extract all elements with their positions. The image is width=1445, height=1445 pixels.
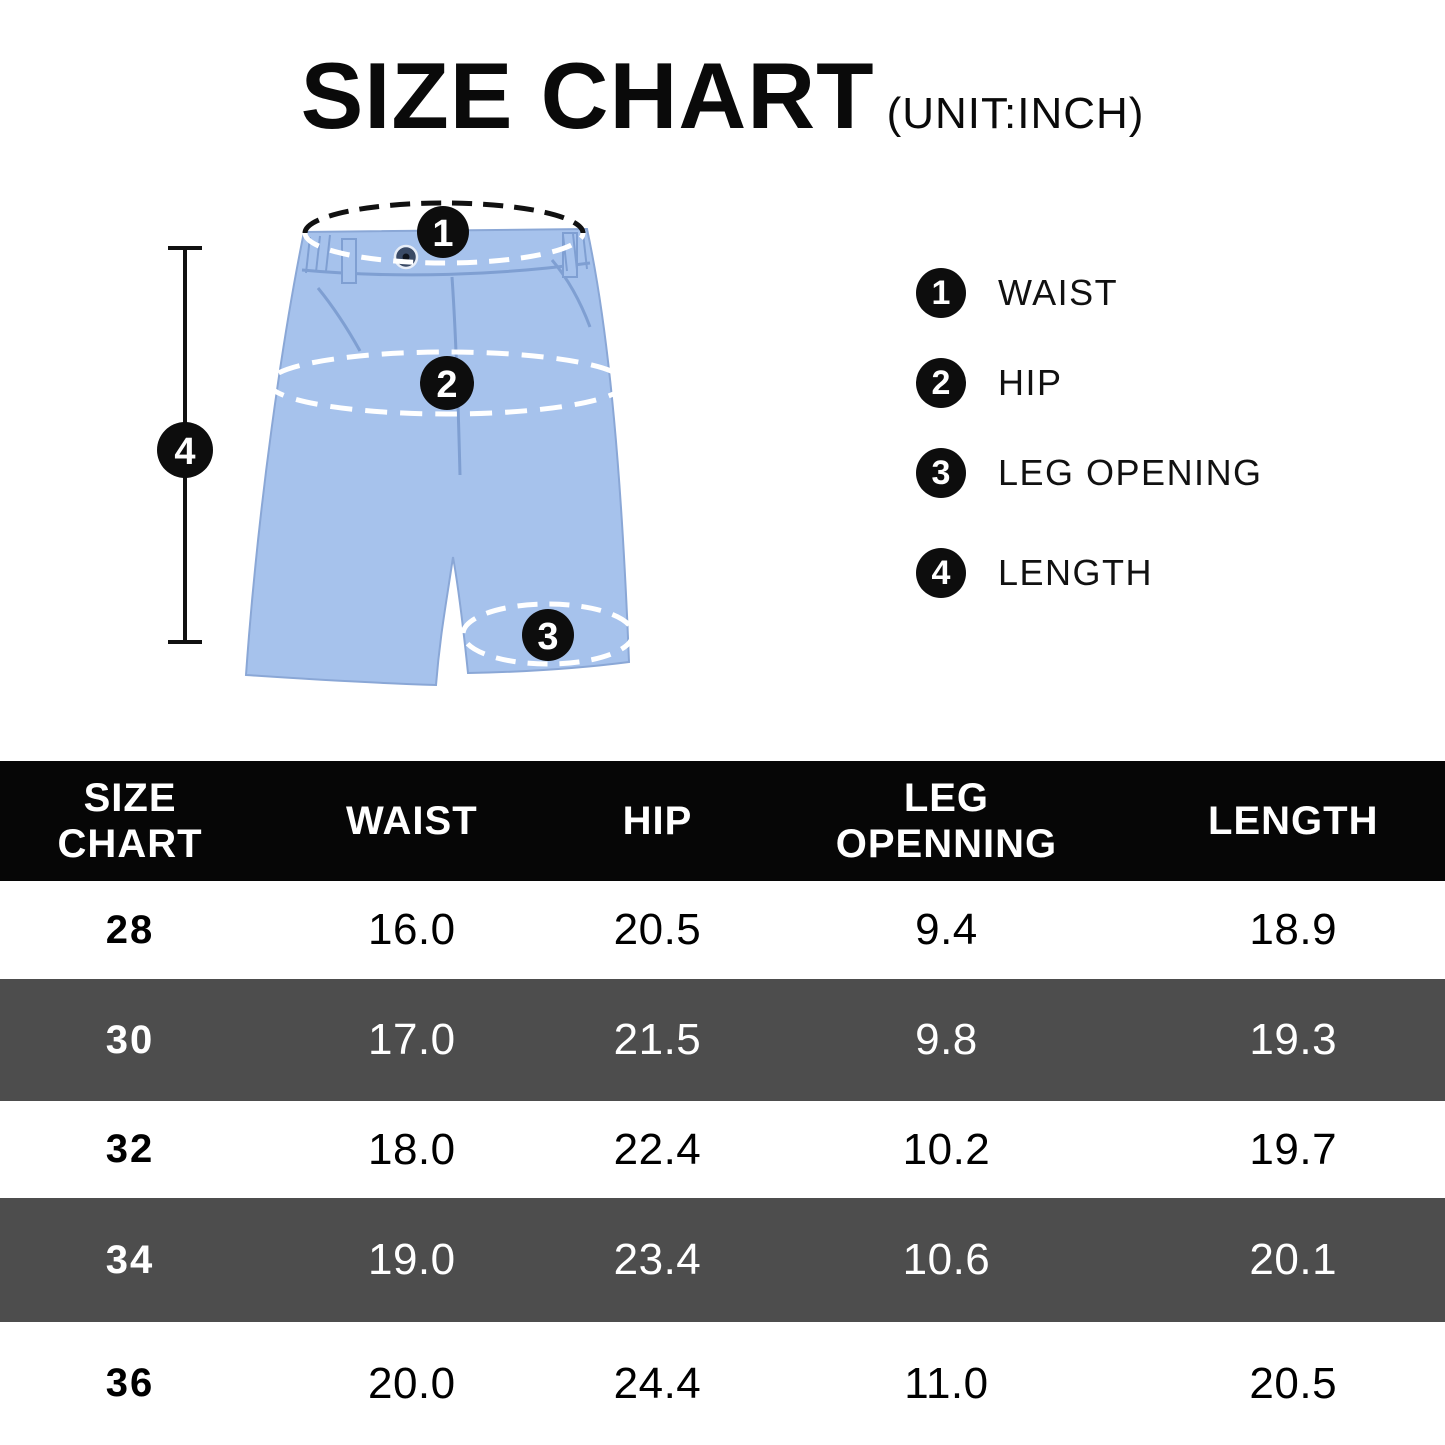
hip-cell: 24.4 [613, 1358, 702, 1408]
hip-cell: 22.4 [613, 1124, 702, 1174]
marker-4-badge: 4 [157, 422, 213, 478]
legend-badge-4: 4 [916, 548, 966, 598]
leg-opening-cell: 9.8 [915, 1015, 978, 1064]
legend-label-leg-opening: LEG OPENING [998, 452, 1263, 493]
leg-opening-measure-ellipse [460, 601, 636, 667]
elastic-ribs [305, 232, 588, 274]
waistband-seam [301, 261, 591, 277]
legend-item-waist: 1 WAIST [916, 268, 1263, 318]
header-waist: WAIST [345, 799, 478, 843]
table-row-size-28: 28 16.0 20.5 9.4 18.9 [0, 881, 1445, 979]
marker-4-number: 4 [174, 431, 195, 473]
length-cell: 19.7 [1249, 1124, 1338, 1174]
header-hip: HIP [622, 799, 693, 843]
page-title-main: SIZE CHART [300, 43, 875, 148]
marker-2-number: 2 [436, 364, 457, 406]
waist-measure-ellipse [302, 200, 586, 266]
legend-item-length: 4 LENGTH [916, 548, 1263, 598]
right-pocket-seam [550, 259, 592, 328]
left-pocket-seam [316, 287, 362, 352]
belt-loop [341, 238, 357, 284]
marker-3-badge: 3 [522, 609, 574, 661]
length-cell: 20.1 [1249, 1235, 1338, 1284]
length-cell: 18.9 [1249, 905, 1338, 954]
legend-item-leg-opening: 3 LEG OPENING [916, 448, 1263, 498]
legend-label-waist: WAIST [998, 272, 1119, 313]
table-row-size-36: 36 20.0 24.4 11.0 20.5 [0, 1322, 1445, 1445]
waist-cell: 16.0 [367, 905, 456, 954]
size-cell: 34 [105, 1237, 155, 1282]
header-size-chart: SIZE CHART [57, 776, 203, 866]
hip-cell: 21.5 [613, 1015, 702, 1064]
legend-label-length: LENGTH [998, 552, 1154, 593]
leg-opening-cell: 11.0 [904, 1358, 989, 1408]
hip-cell: 23.4 [613, 1235, 702, 1284]
waist-cell: 20.0 [367, 1358, 456, 1408]
size-cell: 28 [105, 907, 155, 952]
size-cell: 30 [105, 1017, 155, 1062]
hip-measure-ellipse [266, 349, 628, 417]
header-leg-opening: LEG OPENNING [835, 776, 1058, 866]
length-cell: 19.3 [1249, 1015, 1338, 1064]
table-row-size-30: 30 17.0 21.5 9.8 19.3 [0, 979, 1445, 1101]
table-row-size-32: 32 18.0 22.4 10.2 19.7 [0, 1101, 1445, 1198]
table-row-size-34: 34 19.0 23.4 10.6 20.1 [0, 1198, 1445, 1322]
size-table: SIZE CHART WAIST HIP LEG OPENNING LENGTH… [0, 761, 1445, 1445]
leg-opening-cell: 10.2 [902, 1124, 991, 1174]
size-cell: 36 [105, 1361, 155, 1405]
leg-opening-cell: 10.6 [902, 1235, 991, 1284]
legend-label-hip: HIP [998, 362, 1063, 403]
marker-2-badge: 2 [420, 356, 474, 410]
shorts-measurement-diagram: 1 2 3 4 [157, 200, 636, 687]
length-cell: 20.5 [1249, 1358, 1338, 1408]
size-cell: 32 [105, 1127, 155, 1171]
marker-1-number: 1 [432, 213, 453, 255]
shorts-illustration [244, 227, 631, 687]
waist-cell: 19.0 [367, 1235, 456, 1284]
waist-cell: 18.0 [367, 1124, 456, 1174]
table-header-row: SIZE CHART WAIST HIP LEG OPENNING LENGTH [0, 761, 1445, 881]
page-title-unit: (UNIT:INCH) [886, 89, 1145, 138]
waist-button-hole [402, 253, 410, 261]
marker-1-badge: 1 [417, 206, 469, 258]
header-length: LENGTH [1208, 799, 1379, 843]
legend-item-hip: 2 HIP [916, 358, 1263, 408]
shorts-body [244, 227, 631, 687]
legend-badge-3: 3 [916, 448, 966, 498]
hip-cell: 20.5 [613, 905, 702, 954]
measurement-legend: 1 WAIST 2 HIP 3 LEG OPENING 4 LENGTH [916, 268, 1263, 598]
waist-cell: 17.0 [367, 1015, 456, 1064]
legend-badge-2: 2 [916, 358, 966, 408]
marker-3-number: 3 [537, 616, 558, 658]
legend-badge-1: 1 [916, 268, 966, 318]
page-title: SIZE CHART (UNIT:INCH) [0, 42, 1445, 150]
leg-opening-cell: 9.4 [915, 905, 978, 954]
